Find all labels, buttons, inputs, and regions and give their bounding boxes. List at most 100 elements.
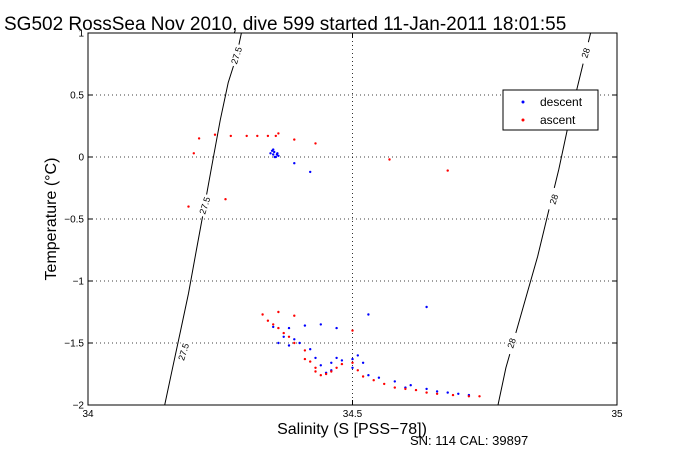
ascent-point	[197, 137, 201, 140]
descent-point	[367, 313, 370, 316]
descent-point	[276, 152, 279, 155]
ascent-point	[192, 152, 195, 155]
isopycnal-label-group: 28	[577, 40, 594, 65]
legend-label-descent: descent	[540, 95, 583, 109]
isopycnal-label: 28	[548, 193, 561, 206]
ascent-point	[309, 360, 312, 363]
descent-point	[435, 390, 439, 393]
ascent-point	[314, 142, 317, 145]
isopycnal-label: 28	[505, 337, 518, 350]
isopycnal-label-group: 28	[503, 330, 520, 356]
ascent-point	[335, 366, 338, 369]
ascent-point	[274, 134, 277, 138]
isopycnal-label-group: 28	[545, 187, 562, 212]
ascent-point	[293, 138, 296, 141]
descent-point	[335, 356, 338, 360]
ascent-point	[213, 133, 217, 136]
descent-point	[393, 380, 396, 383]
y-tick-label: 0.5	[70, 91, 84, 102]
descent-point	[309, 348, 312, 351]
ascent-point	[351, 329, 354, 332]
ascent-point	[404, 387, 407, 391]
ascent-point	[277, 132, 280, 135]
isopycnal-label: 28	[579, 47, 592, 60]
isopycnal-label-bg	[196, 193, 213, 218]
descent-point	[367, 374, 370, 377]
descent-point	[361, 361, 365, 364]
descent-point	[298, 341, 301, 345]
ascent-point	[361, 375, 365, 378]
legend-box	[502, 89, 599, 131]
ascent-point	[277, 326, 280, 330]
ascent-point	[303, 349, 307, 352]
ascent-point	[330, 370, 333, 373]
descent-point	[356, 354, 359, 357]
descent-point	[287, 344, 291, 347]
ascent-point	[356, 369, 359, 372]
ascent-point	[425, 391, 428, 394]
ascent-point	[340, 362, 344, 366]
y-axis-label: Temperature (°C)	[43, 158, 60, 281]
legend-marker-descent	[521, 100, 525, 104]
descent-point	[293, 162, 296, 165]
x-axis-label: Salinity (S [PSS−78])	[277, 421, 427, 438]
descent-point	[293, 338, 296, 341]
descent-point	[319, 323, 322, 326]
ascent-point	[351, 361, 354, 364]
descent-point	[457, 392, 460, 395]
descent-point	[277, 341, 280, 345]
isopycnal-label-bg	[577, 40, 594, 65]
y-tick-label: −2	[73, 401, 85, 412]
descent-point	[269, 152, 272, 155]
descent-point	[425, 305, 428, 309]
ascent-point	[372, 379, 375, 382]
descent-point	[340, 359, 344, 362]
ascent-point	[293, 314, 296, 317]
ascent-point	[277, 310, 280, 314]
descent-point	[273, 150, 276, 154]
ascent-point	[187, 205, 190, 208]
data-points	[187, 132, 481, 398]
descent-point	[377, 376, 381, 379]
legend-label-ascent: ascent	[540, 113, 576, 127]
ascent-point	[287, 335, 291, 338]
ascent-point	[324, 372, 328, 376]
ascent-point	[303, 357, 307, 361]
descent-point	[272, 148, 275, 151]
ascent-point	[261, 313, 264, 316]
ascent-point	[229, 134, 232, 138]
calibration-footer: SN: 114 CAL: 39897	[410, 433, 528, 448]
descent-point	[282, 335, 285, 338]
descent-point	[409, 384, 412, 387]
descent-point	[314, 356, 317, 360]
descent-point	[273, 155, 276, 159]
ascent-point	[272, 323, 275, 326]
descent-point	[425, 387, 428, 391]
descent-point	[335, 326, 338, 330]
ascent-point	[314, 366, 317, 369]
descent-point	[272, 153, 275, 156]
ascent-point	[256, 134, 259, 138]
x-tick-label: 35	[611, 409, 623, 420]
descent-point	[351, 366, 354, 369]
ascent-point	[282, 331, 285, 335]
descent-point	[309, 170, 312, 174]
ascent-point	[293, 341, 296, 345]
isopycnal-label-bg	[503, 330, 520, 356]
x-tick-label: 34	[82, 409, 94, 420]
ascent-point	[435, 392, 439, 395]
y-tick-label: 0	[78, 153, 84, 164]
descent-point	[287, 326, 291, 330]
descent-point	[330, 361, 333, 364]
descent-point	[319, 364, 322, 367]
x-tick-label: 34.5	[343, 409, 363, 420]
ascent-point	[414, 388, 418, 392]
chart-title: SG502 RossSea Nov 2010, dive 599 started…	[4, 14, 566, 35]
ascent-point	[314, 370, 317, 373]
legend: descent ascent	[502, 89, 599, 131]
ascent-point	[478, 395, 481, 398]
descent-point	[303, 324, 307, 327]
descent-point	[272, 325, 275, 329]
